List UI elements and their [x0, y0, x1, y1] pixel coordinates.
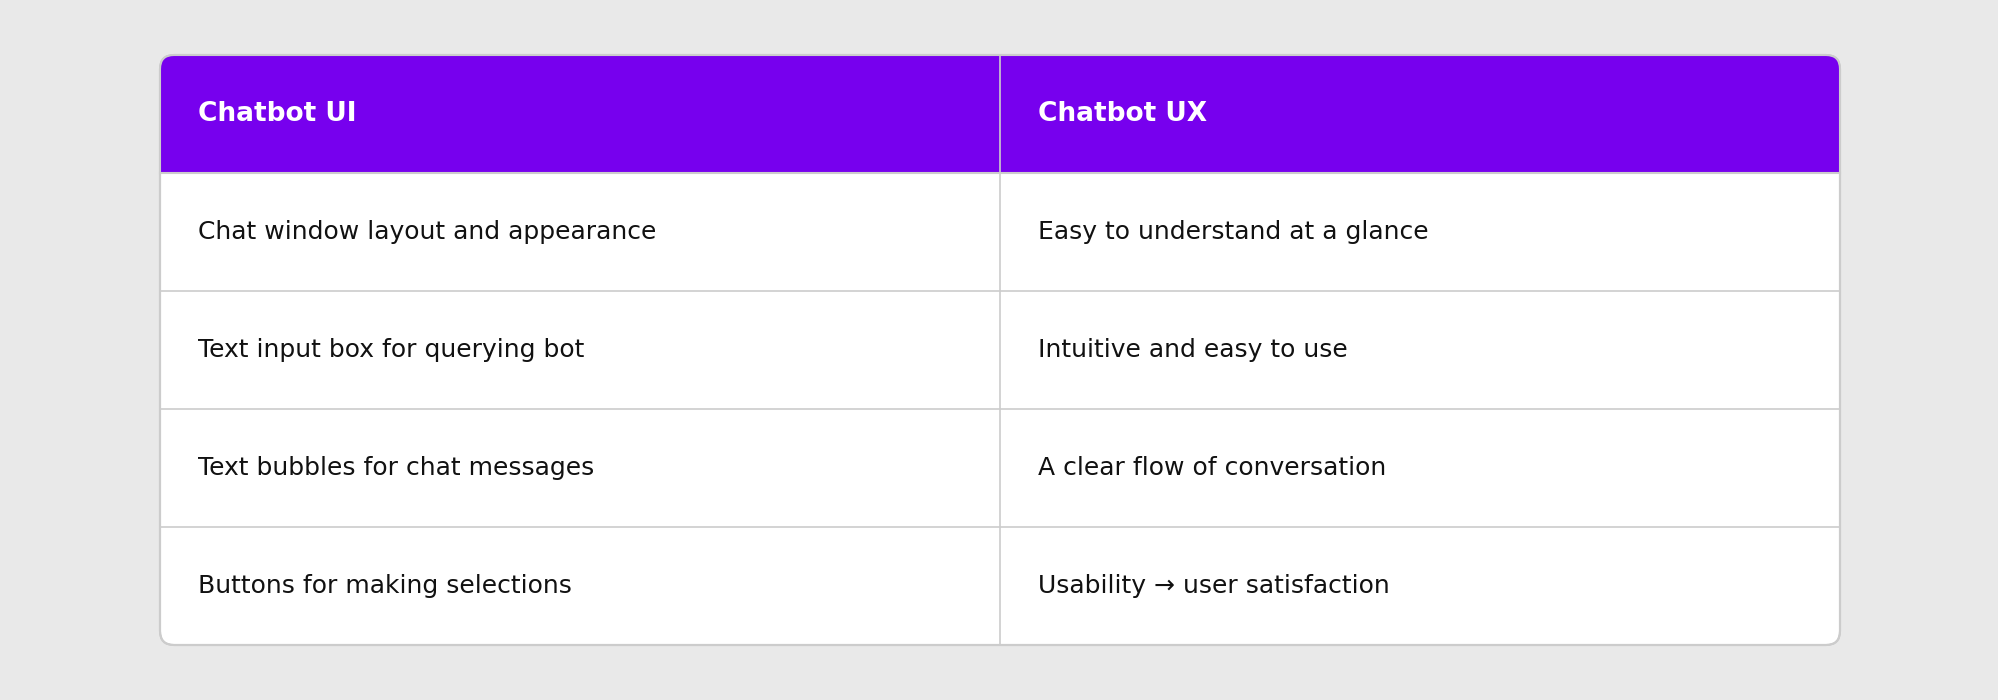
FancyBboxPatch shape: [160, 55, 1838, 173]
Bar: [160, 157, 1838, 173]
Text: Usability → user satisfaction: Usability → user satisfaction: [1037, 574, 1389, 598]
Text: Chatbot UX: Chatbot UX: [1037, 101, 1207, 127]
Text: Text input box for querying bot: Text input box for querying bot: [198, 338, 583, 362]
Text: Easy to understand at a glance: Easy to understand at a glance: [1037, 220, 1429, 244]
Text: Text bubbles for chat messages: Text bubbles for chat messages: [198, 456, 593, 480]
Text: A clear flow of conversation: A clear flow of conversation: [1037, 456, 1385, 480]
Text: Intuitive and easy to use: Intuitive and easy to use: [1037, 338, 1347, 362]
Text: Chat window layout and appearance: Chat window layout and appearance: [198, 220, 655, 244]
FancyBboxPatch shape: [160, 55, 1838, 645]
Text: Buttons for making selections: Buttons for making selections: [198, 574, 571, 598]
Text: Chatbot UI: Chatbot UI: [198, 101, 356, 127]
